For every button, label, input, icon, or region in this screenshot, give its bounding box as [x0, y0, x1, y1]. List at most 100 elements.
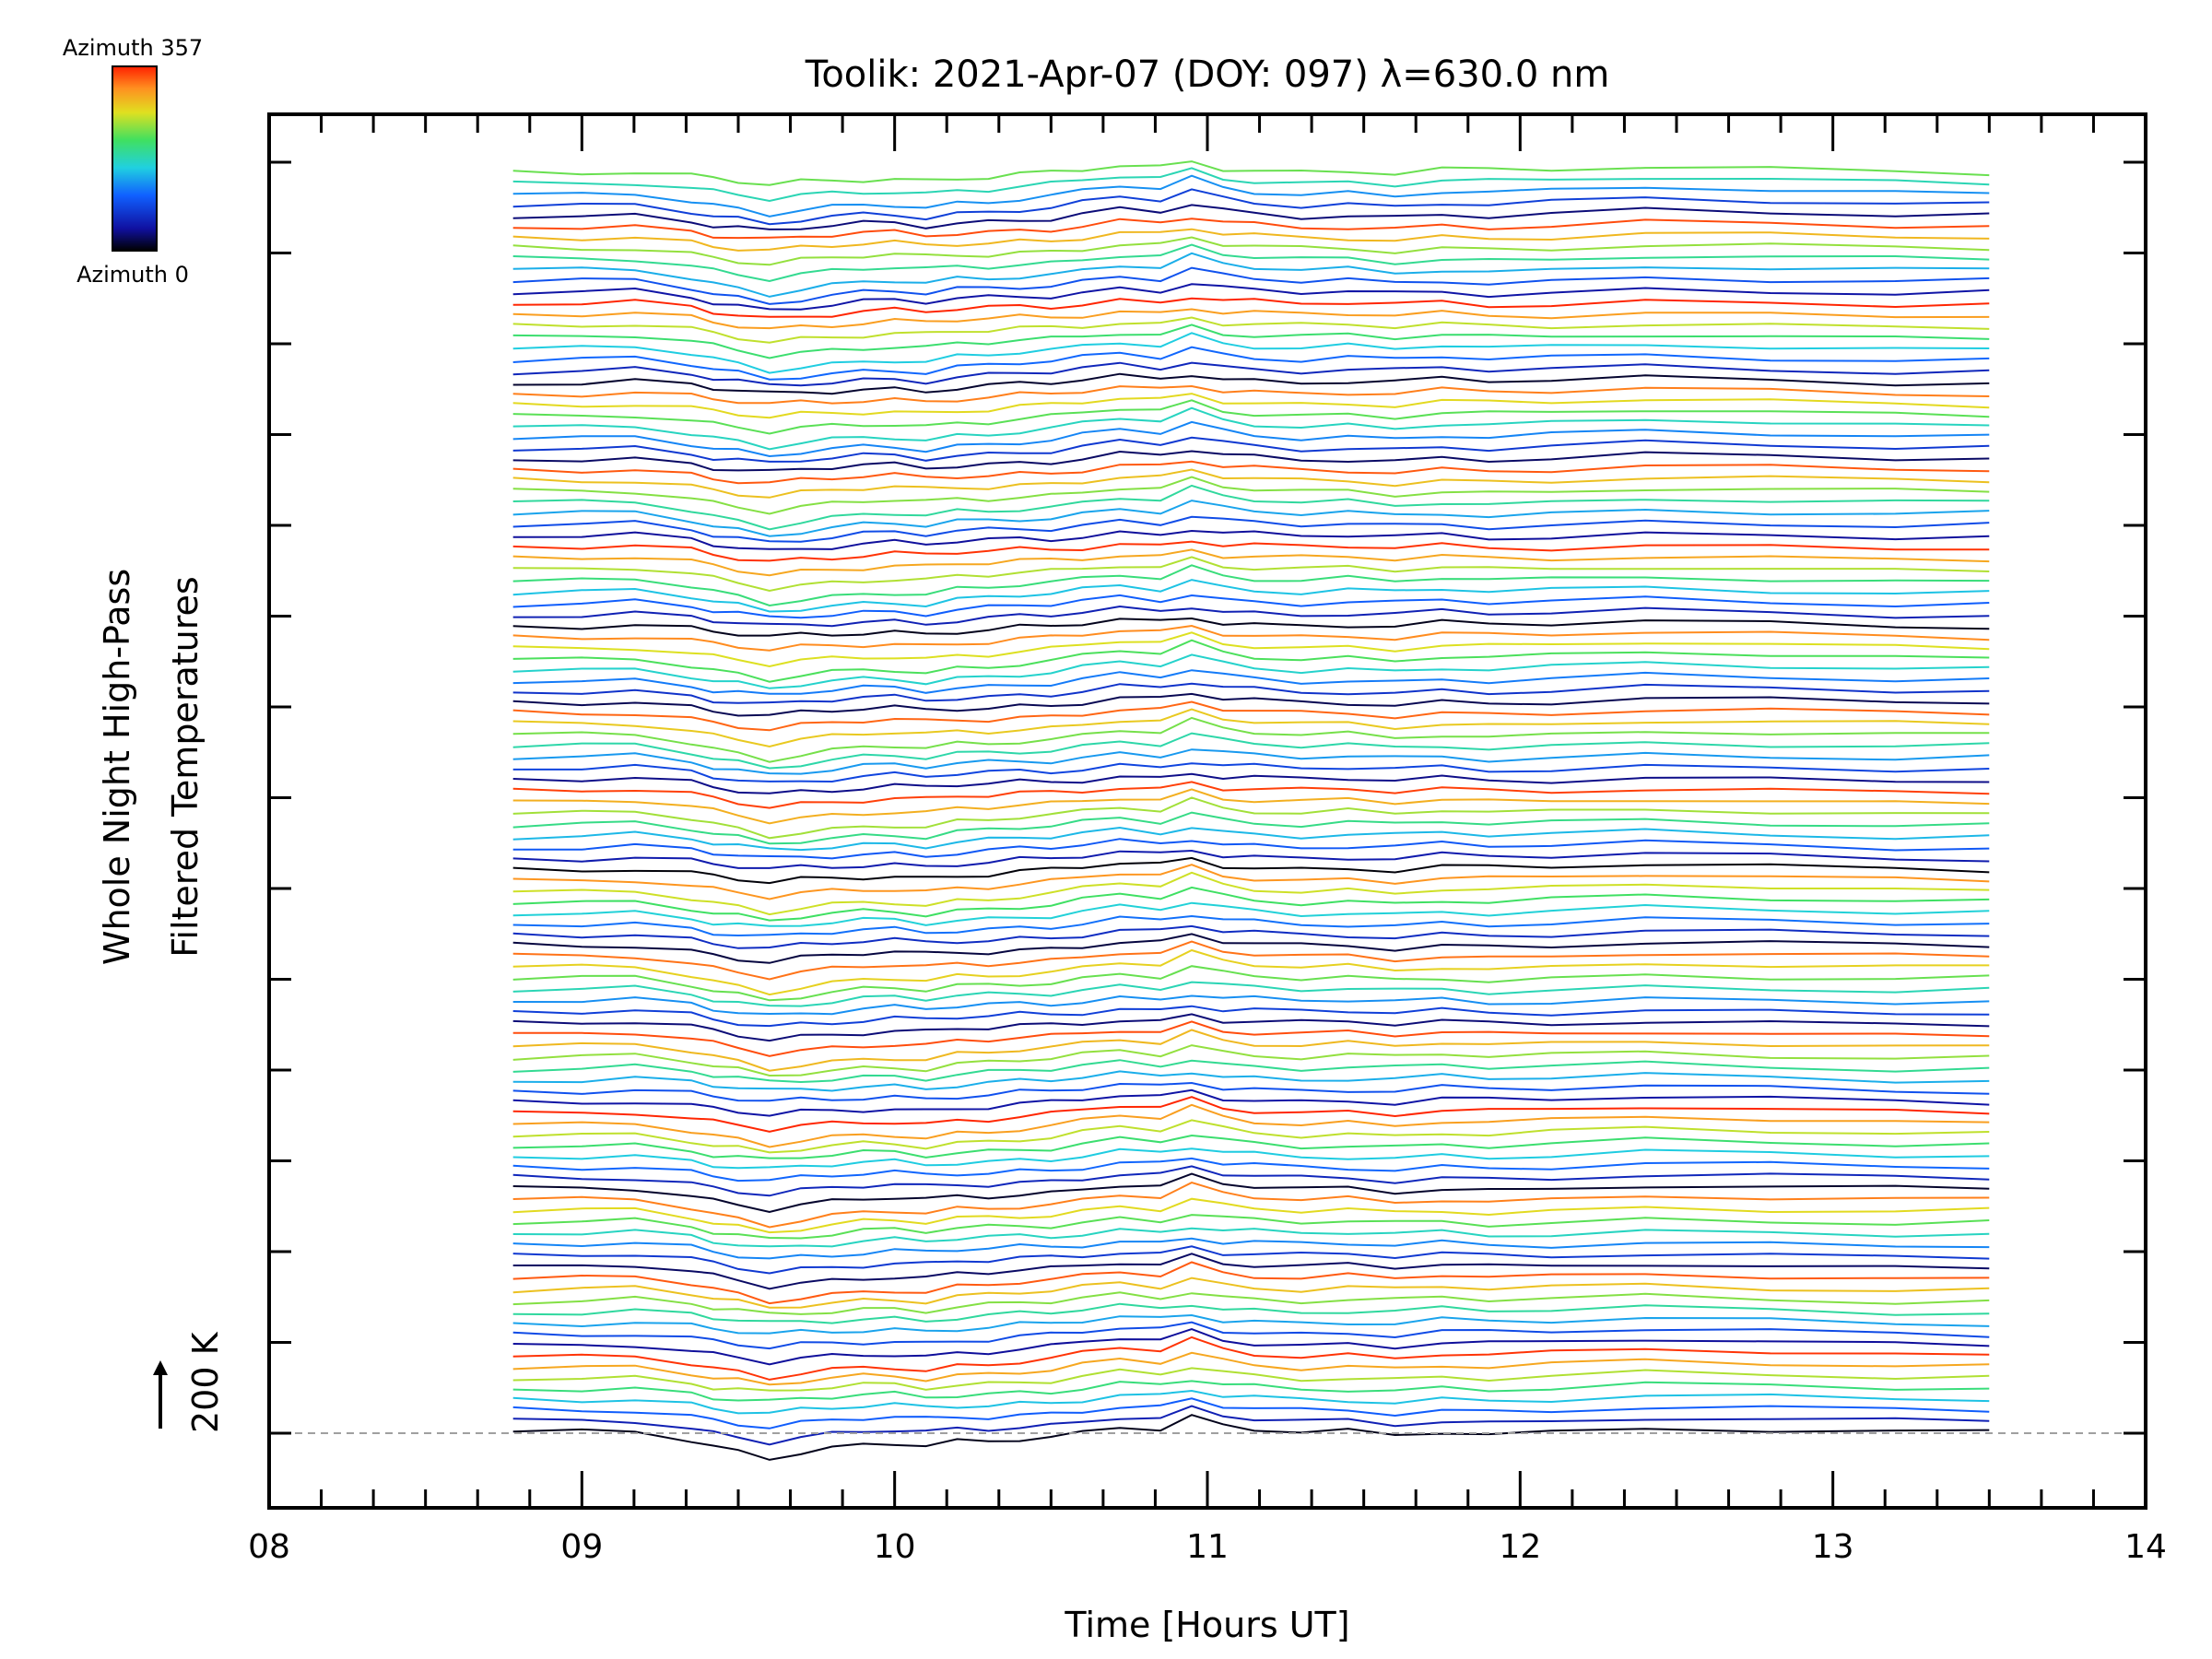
series-line	[512, 252, 1990, 298]
colorbar-gradient	[112, 65, 158, 252]
series-line	[512, 933, 1990, 964]
x-tick-label: 11	[1186, 1528, 1229, 1566]
series-line	[512, 346, 1990, 381]
series-line	[512, 1328, 1990, 1366]
series-line	[512, 450, 1990, 472]
series-line	[512, 669, 1990, 695]
series-line	[512, 1088, 1990, 1117]
x-tick-labels: 08 09 10 11 12 13 14	[248, 1528, 2167, 1566]
series-line	[512, 1059, 1990, 1084]
ticks-group	[267, 114, 2147, 1508]
series-line	[512, 886, 1990, 922]
series-line	[512, 788, 1990, 825]
series-line	[512, 1351, 1990, 1386]
series-line	[512, 700, 1990, 732]
series-line	[512, 515, 1990, 543]
series-line	[512, 1134, 1990, 1159]
series-line	[512, 682, 1990, 704]
series-line	[512, 811, 1990, 845]
series-line	[512, 796, 1990, 840]
series-line	[512, 476, 1990, 515]
series-line	[512, 1165, 1990, 1197]
series-line	[512, 308, 1990, 330]
series-line	[512, 1197, 1990, 1234]
series-line	[512, 781, 1990, 809]
series-line	[512, 762, 1990, 783]
x-tick-label: 12	[1499, 1528, 1541, 1566]
scale-bar-label: 200 K	[185, 1331, 226, 1433]
series-line	[512, 940, 1990, 981]
series-line	[512, 1157, 1990, 1182]
series-line	[512, 548, 1990, 577]
series-line	[512, 653, 1990, 689]
series-line	[512, 1321, 1990, 1350]
series-line	[512, 218, 1990, 240]
series-line	[512, 617, 1990, 637]
colorbar-top-label: Azimuth 357	[63, 35, 203, 61]
series-line	[512, 914, 1990, 937]
series-line	[512, 1172, 1990, 1214]
series-line	[512, 283, 1990, 311]
series-line	[512, 204, 1990, 230]
series-line	[512, 826, 1990, 852]
series-line	[512, 384, 1990, 405]
series-line	[512, 529, 1990, 550]
series-line	[512, 406, 1990, 451]
series-line	[512, 1313, 1990, 1335]
series-line	[512, 228, 1990, 252]
series-line	[512, 1414, 1990, 1461]
series-line	[512, 460, 1990, 485]
series-line	[512, 924, 1990, 949]
series-line	[512, 243, 1990, 283]
series-line	[512, 748, 1990, 775]
series-line	[512, 1103, 1990, 1148]
series-line	[512, 849, 1990, 869]
series-line	[512, 692, 1990, 717]
series-line	[512, 188, 1990, 226]
scale-bar: 200 K	[153, 1331, 226, 1433]
series-line	[512, 399, 1990, 435]
y-axis-label-line2: Filtered Temperatures	[165, 576, 206, 957]
series-line	[512, 965, 1990, 1002]
series-line	[512, 297, 1990, 318]
series-line	[512, 1389, 1990, 1415]
series-line	[512, 160, 1990, 186]
series-line	[512, 393, 1990, 419]
x-tick-label: 09	[560, 1528, 603, 1566]
series-line	[512, 266, 1990, 305]
series-line	[512, 732, 1990, 770]
series-line	[512, 605, 1990, 628]
series-line	[512, 1277, 1990, 1309]
series-line	[512, 901, 1990, 927]
series-line	[512, 1013, 1990, 1042]
series-line	[512, 1070, 1990, 1092]
series-line	[512, 838, 1990, 860]
series-group	[512, 160, 1990, 1461]
series-line	[512, 361, 1990, 387]
series-line	[512, 1005, 1990, 1028]
series-line	[512, 1096, 1990, 1133]
series-line	[512, 540, 1990, 562]
series-line	[512, 708, 1990, 748]
series-line	[512, 1029, 1990, 1072]
series-line	[512, 1237, 1990, 1260]
series-line	[512, 1214, 1990, 1240]
series-line	[512, 856, 1990, 885]
series-line	[512, 594, 1990, 619]
series-line	[512, 639, 1990, 683]
x-tick-label: 08	[248, 1528, 290, 1566]
series-line	[512, 772, 1990, 794]
series-line	[512, 1380, 1990, 1402]
colorbar: Azimuth 357 Azimuth 0	[63, 35, 203, 288]
series-line	[512, 1119, 1990, 1154]
series-line	[512, 624, 1990, 652]
series-line	[512, 436, 1990, 463]
y-axis-label-line1: Whole Night High-Pass	[97, 569, 137, 965]
series-line	[512, 1405, 1990, 1446]
series-line	[512, 994, 1990, 1016]
series-line	[512, 1302, 1990, 1324]
series-line	[512, 579, 1990, 613]
series-line	[512, 1261, 1990, 1305]
series-line	[512, 1335, 1990, 1381]
